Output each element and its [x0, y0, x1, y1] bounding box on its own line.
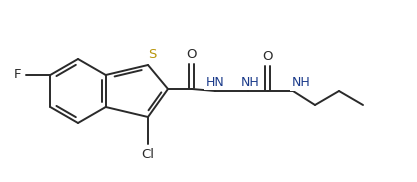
Text: O: O [187, 48, 197, 60]
Text: Cl: Cl [141, 147, 155, 161]
Text: NH: NH [291, 76, 310, 90]
Text: O: O [263, 50, 273, 62]
Text: NH: NH [241, 76, 259, 88]
Text: F: F [14, 68, 22, 82]
Text: HN: HN [206, 76, 224, 88]
Text: S: S [148, 48, 156, 62]
